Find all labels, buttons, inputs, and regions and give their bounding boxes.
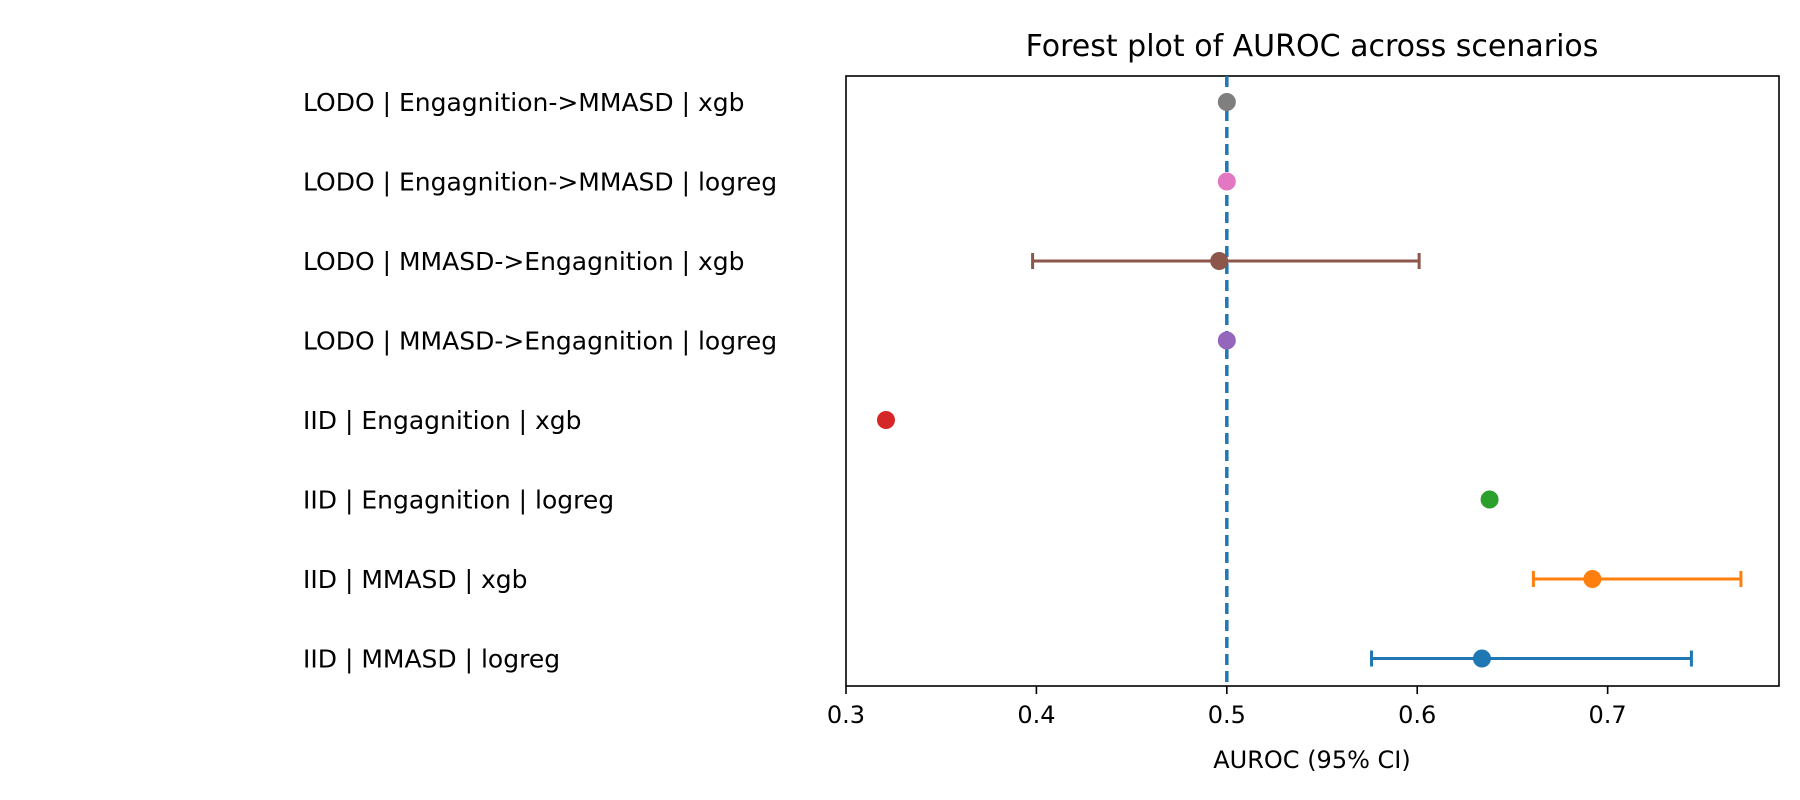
point-estimate bbox=[1217, 93, 1236, 111]
chart-title: Forest plot of AUROC across scenarios bbox=[1026, 29, 1599, 64]
row-label: IID | Engagnition | xgb bbox=[303, 406, 582, 435]
point-estimate bbox=[1217, 331, 1236, 350]
x-tick-label: 0.7 bbox=[1589, 701, 1627, 729]
row-label: IID | MMASD | logreg bbox=[303, 645, 560, 674]
row-label: LODO | MMASD->Engagnition | xgb bbox=[303, 247, 745, 276]
plot-area-frame bbox=[845, 75, 1780, 687]
point-estimate bbox=[876, 411, 895, 429]
point-estimate bbox=[1210, 252, 1229, 270]
x-tick-label: 0.3 bbox=[827, 701, 865, 729]
x-axis: 0.3 0.4 0.5 0.6 0.7 bbox=[827, 686, 1627, 729]
x-tick-label: 0.5 bbox=[1208, 701, 1246, 729]
row-label: IID | Engagnition | logreg bbox=[303, 486, 614, 515]
x-axis-label: AUROC (95% CI) bbox=[1213, 746, 1410, 774]
point-estimate bbox=[1472, 649, 1491, 668]
point-estimate bbox=[1583, 570, 1602, 588]
row-label: LODO | MMASD->Engagnition | logreg bbox=[303, 327, 777, 356]
x-tick-label: 0.4 bbox=[1017, 701, 1055, 729]
x-tick-label: 0.6 bbox=[1398, 701, 1436, 729]
point-estimate bbox=[1217, 172, 1236, 191]
forest-rows: LODO | Engagnition->MMASD | xgb LODO | En… bbox=[303, 76, 1743, 686]
row-label: IID | MMASD | xgb bbox=[303, 565, 528, 594]
row-label: LODO | Engagnition->MMASD | logreg bbox=[303, 168, 777, 197]
point-estimate bbox=[1480, 490, 1499, 509]
row-label: LODO | Engagnition->MMASD | xgb bbox=[303, 88, 745, 117]
